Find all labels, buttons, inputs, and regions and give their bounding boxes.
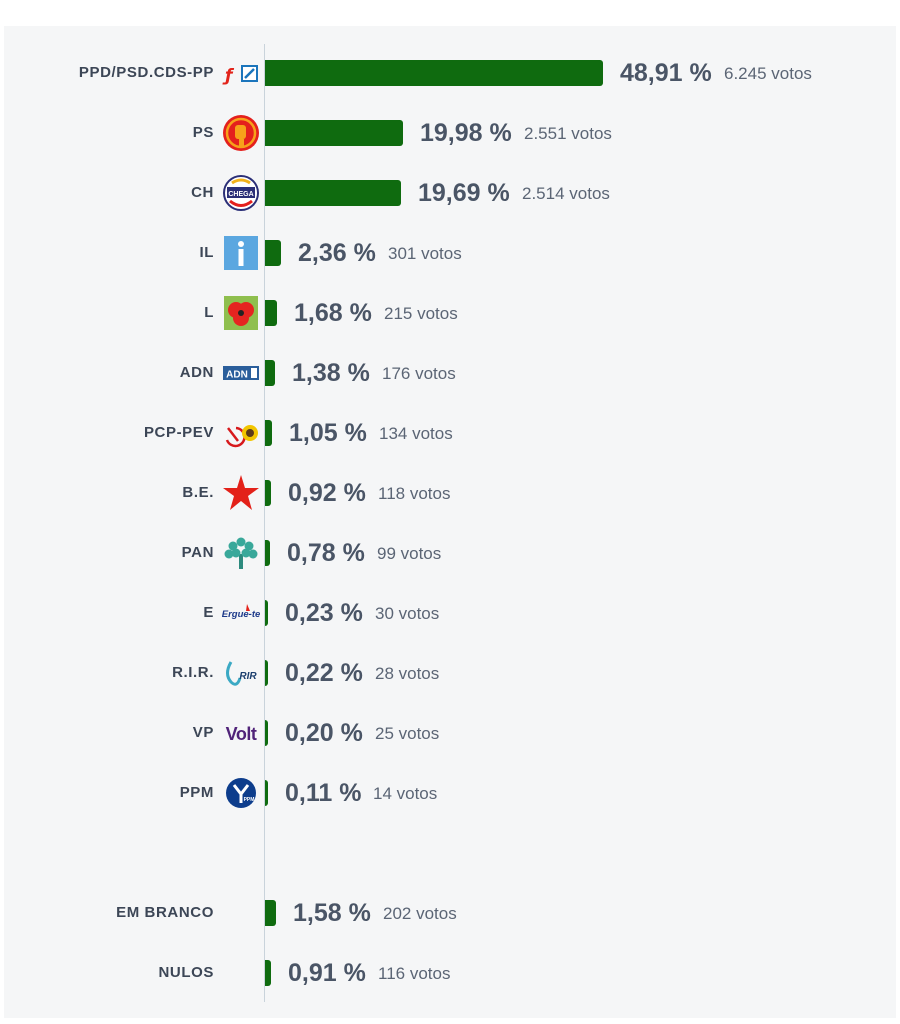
- result-row: ADN ADN 1,38 % 176 votos: [0, 353, 900, 393]
- votes-label: 215 votos: [384, 304, 458, 323]
- volt-logo: Volt: [226, 724, 258, 744]
- ppm-logo: PPM: [226, 778, 256, 808]
- result-row: R.I.R. RIR 0,22 % 28 votos: [0, 653, 900, 693]
- party-label: IL: [199, 244, 214, 261]
- percent-label: 2,36 %: [298, 239, 376, 267]
- result-bar: [265, 420, 272, 446]
- result-bar: [265, 720, 268, 746]
- percent-label: 0,91 %: [288, 959, 366, 987]
- votes-label: 301 votos: [388, 244, 462, 263]
- votes-label: 6.245 votos: [724, 64, 812, 83]
- result-bar: [265, 480, 271, 506]
- party-label: B.E.: [182, 484, 214, 501]
- livre-poppy-logo: [224, 296, 258, 330]
- votes-label: 118 votos: [378, 484, 451, 503]
- percent-label: 0,78 %: [287, 539, 365, 567]
- percent-label: 0,23 %: [285, 599, 363, 627]
- svg-text:CHEGA: CHEGA: [228, 191, 253, 198]
- be-star-logo: [223, 475, 259, 510]
- party-label: PPD/PSD.CDS-PP: [78, 64, 214, 81]
- result-row: PAN 0,78 % 99 votos: [0, 533, 900, 573]
- percent-label: 0,11 %: [285, 779, 362, 807]
- percent-label: 48,91 %: [620, 59, 712, 87]
- result-bar: [265, 60, 603, 86]
- result-row: PS 19,98 % 2.551 votos: [0, 113, 900, 153]
- result-bar: [265, 120, 403, 146]
- votes-label: 14 votos: [373, 784, 438, 803]
- party-label: EM BRANCO: [116, 904, 214, 921]
- svg-text:Ergue-te: Ergue-te: [222, 609, 260, 620]
- result-row: L 1,68 % 215 votos: [0, 293, 900, 333]
- svg-text:ADN: ADN: [226, 370, 248, 381]
- ps-fist-rose-logo: [223, 115, 259, 151]
- votes-label: 134 votos: [379, 424, 453, 443]
- svg-text:RIR: RIR: [239, 671, 257, 682]
- party-label: PPM: [179, 784, 214, 801]
- result-bar: [265, 660, 268, 686]
- result-row: CH CHEGA 19,69 % 2.514 votos: [0, 173, 900, 213]
- percent-label: 1,38 %: [292, 359, 370, 387]
- ad-alliance-logo: ƒ: [222, 65, 258, 86]
- result-row: IL 2,36 % 301 votos: [0, 233, 900, 273]
- party-label: NULOS: [158, 964, 214, 981]
- result-bar: [265, 360, 275, 386]
- result-bar: [265, 180, 401, 206]
- party-label: CH: [191, 184, 214, 201]
- result-row: VP Volt 0,20 % 25 votos: [0, 713, 900, 753]
- rir-logo: RIR: [226, 661, 257, 686]
- result-bar: [265, 780, 268, 806]
- percent-label: 0,20 %: [285, 719, 363, 747]
- votes-label: 176 votos: [382, 364, 456, 383]
- result-row: PPD/PSD.CDS-PP ƒ 48,91 % 6.245 votos: [0, 53, 900, 93]
- pan-tree-logo: [224, 537, 258, 569]
- result-row: PPM PPM 0,11 % 14 votos: [0, 773, 900, 813]
- votes-label: 2.514 votos: [522, 184, 610, 203]
- result-row: EM BRANCO 1,58 % 202 votos: [0, 893, 900, 933]
- party-label: L: [204, 304, 214, 321]
- result-bar: [265, 960, 271, 986]
- result-bar: [265, 900, 276, 926]
- votes-label: 30 votos: [375, 604, 440, 623]
- svg-text:PPM: PPM: [244, 797, 255, 803]
- percent-label: 19,69 %: [418, 179, 510, 207]
- il-logo: [224, 236, 258, 270]
- chega-logo: CHEGA: [223, 175, 259, 211]
- result-bar: [265, 540, 270, 566]
- svg-text:Volt: Volt: [226, 724, 257, 744]
- percent-label: 0,92 %: [288, 479, 366, 507]
- party-label: R.I.R.: [172, 664, 214, 681]
- result-bar: [265, 240, 281, 266]
- votes-label: 116 votos: [378, 964, 451, 983]
- votes-label: 28 votos: [375, 664, 440, 683]
- cdu-hammer-sickle-sunflower-logo: [225, 425, 258, 448]
- results-panel: [4, 26, 896, 1018]
- percent-label: 1,68 %: [294, 299, 372, 327]
- party-label: VP: [192, 724, 214, 741]
- votes-label: 2.551 votos: [524, 124, 612, 143]
- votes-label: 25 votos: [375, 724, 440, 743]
- result-bar: [265, 300, 277, 326]
- result-row: PCP-PEV 1,05 % 134 votos: [0, 413, 900, 453]
- party-label: PCP-PEV: [143, 424, 214, 441]
- votes-label: 202 votos: [383, 904, 457, 923]
- party-label: PS: [192, 124, 214, 141]
- result-bar: [265, 600, 268, 626]
- percent-label: 0,22 %: [285, 659, 363, 687]
- ergue-te-logo: Ergue-te: [222, 604, 260, 620]
- result-row: NULOS 0,91 % 116 votos: [0, 953, 900, 993]
- percent-label: 1,58 %: [293, 899, 371, 927]
- percent-label: 1,05 %: [289, 419, 367, 447]
- result-row: E Ergue-te 0,23 % 30 votos: [0, 593, 900, 633]
- party-label: PAN: [181, 544, 214, 561]
- percent-label: 19,98 %: [420, 119, 512, 147]
- party-label: ADN: [179, 364, 214, 381]
- party-label: E: [203, 604, 214, 621]
- result-row: B.E. 0,92 % 118 votos: [0, 473, 900, 513]
- svg-text:ƒ: ƒ: [222, 66, 235, 86]
- adn-logo: ADN: [223, 366, 259, 381]
- votes-label: 99 votos: [377, 544, 442, 563]
- axis-line: [264, 44, 265, 1002]
